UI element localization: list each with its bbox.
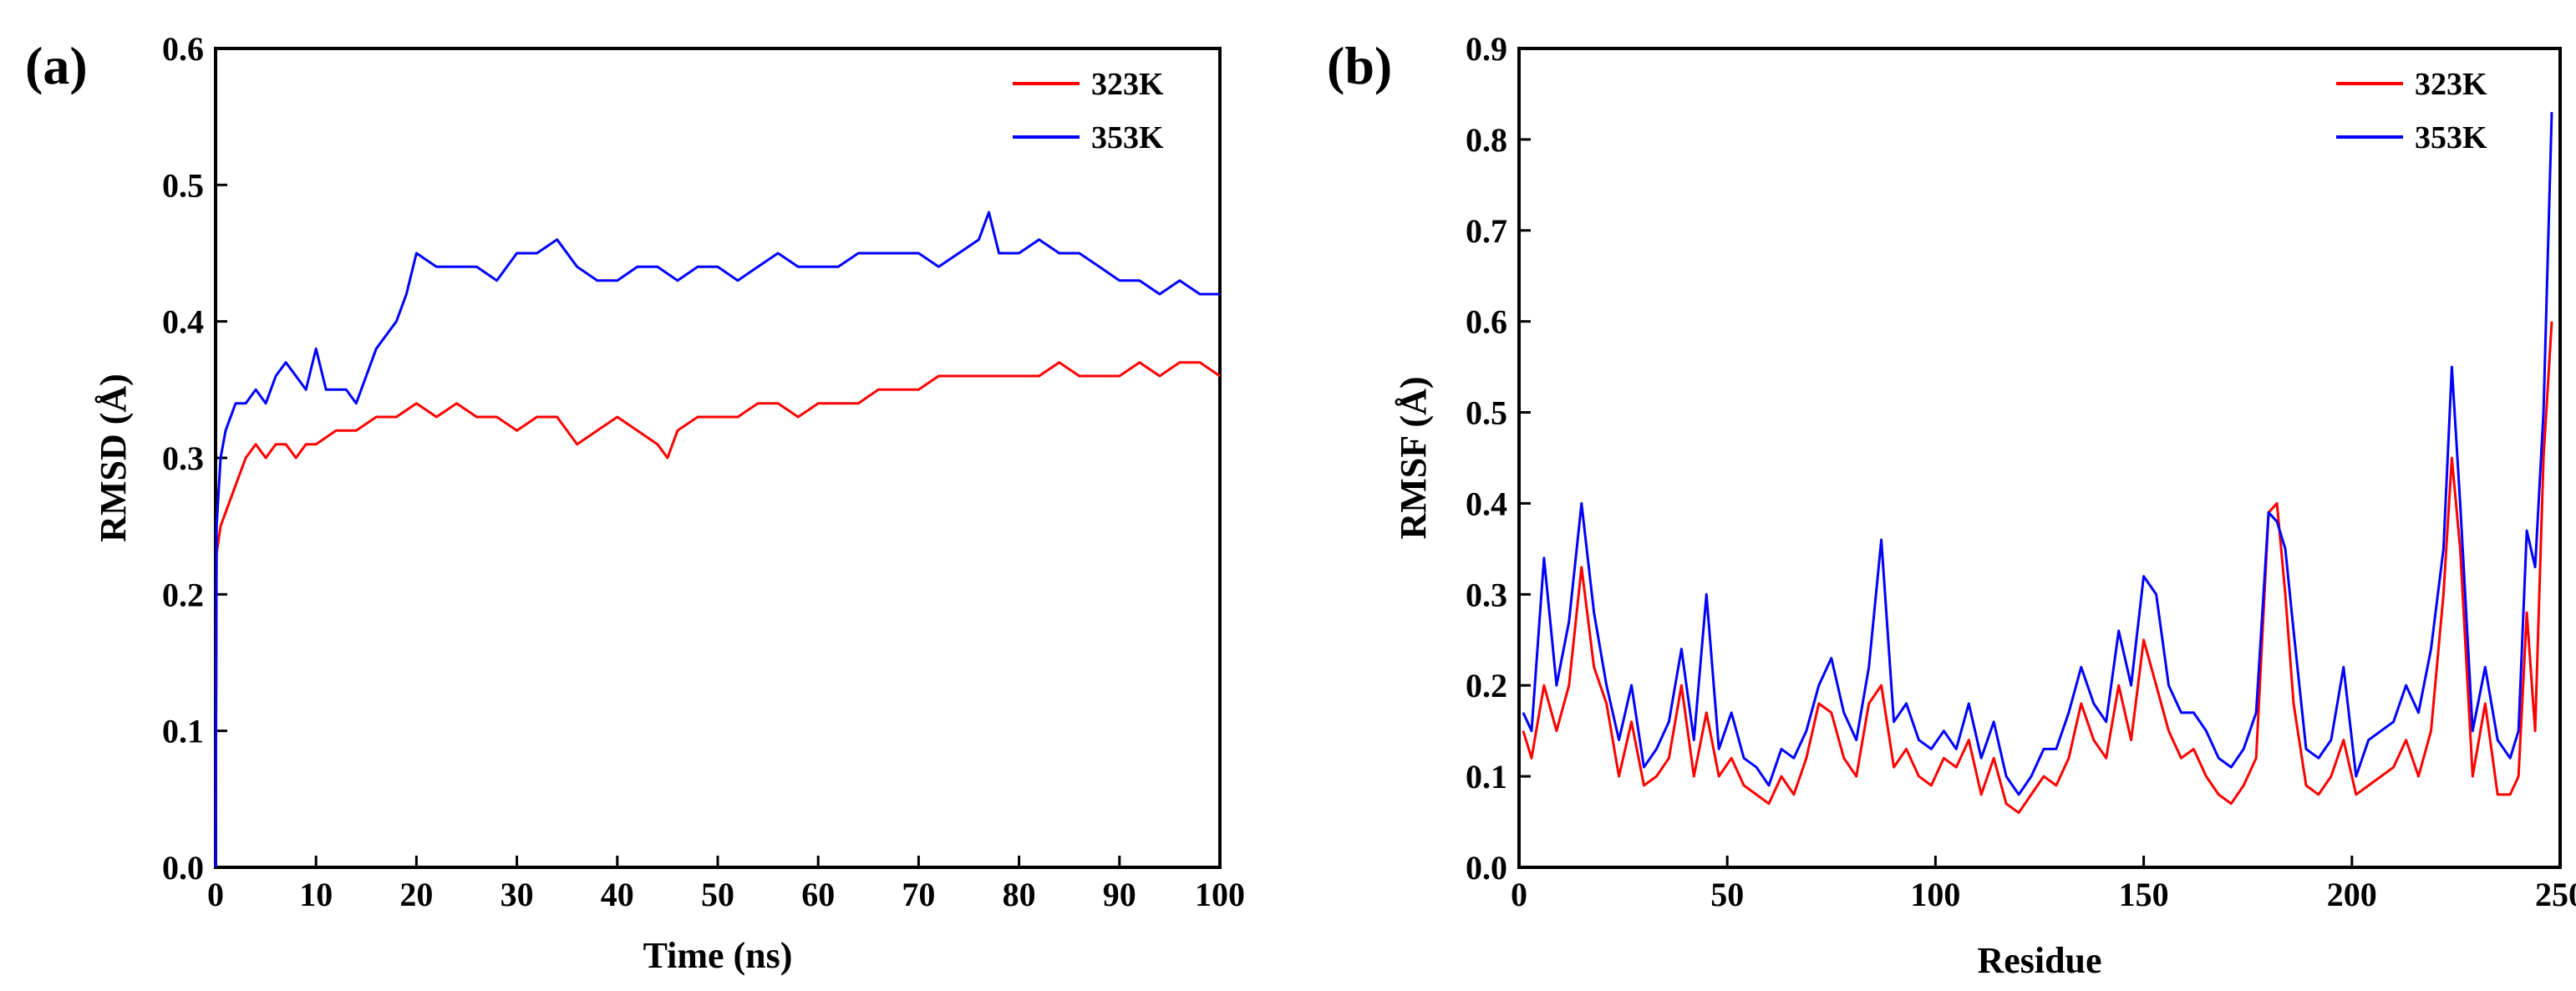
panel-b-ytick-label: 0.3 xyxy=(1466,576,1507,613)
panel-a-xtick-label: 50 xyxy=(701,876,734,913)
panel-a-xtick-label: 80 xyxy=(1003,876,1036,913)
panel-b-xtick-label: 0 xyxy=(1511,876,1527,913)
panel-b-series xyxy=(1522,112,2553,815)
panel-b-ytick-label: 0.7 xyxy=(1466,212,1507,250)
panel-b-ytick-label: 0.1 xyxy=(1466,758,1507,795)
panel-a-xtick-label: 0 xyxy=(207,876,224,913)
panel-b-ytick-label: 0.4 xyxy=(1466,485,1507,522)
panel-a-xtick-label: 40 xyxy=(601,876,634,913)
panel-a-ytick-label: 0.6 xyxy=(162,30,204,68)
panel-b-ytick-label: 0.8 xyxy=(1466,121,1507,159)
panel-b-ytick-label: 0.0 xyxy=(1466,849,1507,887)
panel-a-xlabel: Time (ns) xyxy=(643,935,793,976)
panel-b-xtick-label: 50 xyxy=(1710,876,1744,913)
panel-b-xtick-label: 100 xyxy=(1910,876,1960,913)
panel-a-xtick-label: 90 xyxy=(1103,876,1136,913)
panel-a-series-323k xyxy=(214,361,1221,868)
panel-a-legend-label-353k: 353K xyxy=(1091,120,1164,155)
panel-b-plot-frame xyxy=(1517,47,2562,869)
panel-b-tick-labels: 0 50 100 150 200 250 0.0 0.1 0.2 0.3 0.4 0.5 0.6 0.7 0… xyxy=(1466,30,2576,913)
panel-a-plot-frame xyxy=(214,47,1222,869)
panel-b-legend-label-323k: 323K xyxy=(2415,67,2487,102)
panel-b-rmsf-chart: (b) 0 50 100 150 200 250 0.0 0.1 0.2 0.3 0.4 0.5 0.6… xyxy=(1327,30,2576,981)
panel-b-xtick-label: 200 xyxy=(2327,876,2377,913)
panel-b-ytick-label: 0.5 xyxy=(1466,394,1507,432)
panel-a-ytick-label: 0.5 xyxy=(162,166,204,204)
panel-a-xtick-label: 20 xyxy=(399,876,433,913)
panel-a-ytick-label: 0.3 xyxy=(162,440,204,477)
panel-a-rmsd-chart: (a) 0 10 20 30 40 50 60 70 80 90 100 0.0 0.1 0.2 0.3 0.… xyxy=(25,30,1245,976)
panel-a-series xyxy=(214,211,1221,868)
panel-a-ytick-label: 0.4 xyxy=(162,303,204,341)
panel-a-ytick-label: 0.2 xyxy=(162,576,204,613)
panel-b-ylabel: RMSF (Å) xyxy=(1393,376,1434,539)
panel-a-tick-labels: 0 10 20 30 40 50 60 70 80 90 100 0.0 0.1 0.2 0.3 0.4 0.5… xyxy=(162,30,1245,913)
panel-a-series-353k xyxy=(214,211,1220,868)
panel-b-legend-label-353k: 353K xyxy=(2415,120,2487,155)
panel-b-xtick-label: 150 xyxy=(2119,876,2169,913)
panel-b-xlabel: Residue xyxy=(1977,940,2101,981)
panel-b-ticks xyxy=(1517,47,2562,869)
panel-a-ylabel: RMSD (Å) xyxy=(93,374,134,542)
panel-b-series-323k xyxy=(1522,321,2553,815)
panel-b-ytick-label: 0.9 xyxy=(1466,30,1507,68)
panel-b-ytick-label: 0.2 xyxy=(1466,667,1507,704)
panel-b-xtick-label: 250 xyxy=(2535,876,2576,913)
panel-b-legend: 323K 353K xyxy=(2336,67,2487,155)
panel-a-ytick-label: 0.1 xyxy=(162,713,204,750)
panel-a-xtick-label: 60 xyxy=(801,876,835,913)
panel-a-xtick-label: 30 xyxy=(500,876,534,913)
panel-a-label: (a) xyxy=(25,36,88,95)
panel-a-ytick-label: 0.0 xyxy=(162,849,204,887)
panel-a-xtick-label: 70 xyxy=(902,876,935,913)
panel-a-ticks xyxy=(214,47,1222,869)
panel-a-xtick-label: 10 xyxy=(299,876,333,913)
panel-b-series-353k xyxy=(1522,112,2553,796)
panel-b-ytick-label: 0.6 xyxy=(1466,303,1507,341)
panel-a-legend-label-323k: 323K xyxy=(1091,67,1164,102)
panel-b-label: (b) xyxy=(1327,36,1392,95)
panel-a-xtick-label: 100 xyxy=(1195,876,1245,913)
panel-a-legend: 323K 353K xyxy=(1013,67,1164,155)
